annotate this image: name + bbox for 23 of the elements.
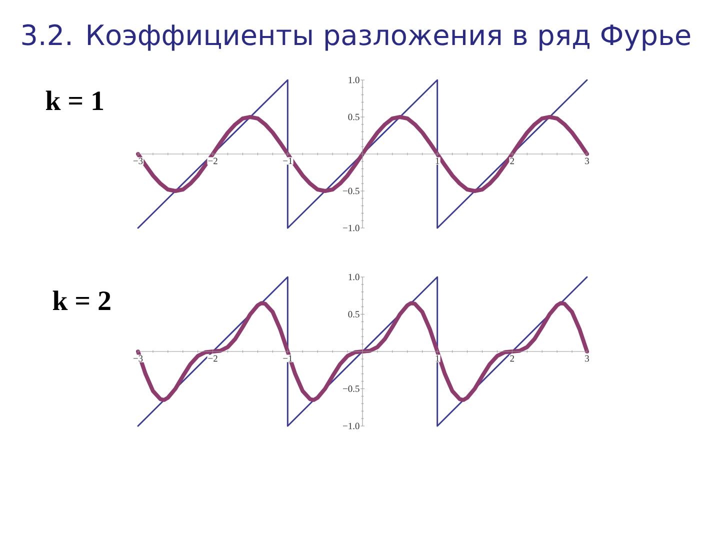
- x-tick-label: −2: [208, 158, 218, 164]
- x-tick-label: −3: [133, 158, 143, 164]
- y-tick-label: −1.0: [343, 422, 360, 430]
- x-tick-label: 1: [436, 158, 440, 164]
- chart-title: 3.2. Коэффициенты разложения в ряд Фурье: [22, 24, 690, 51]
- y-tick-label: 0.5: [348, 114, 360, 120]
- x-tick-label: −2: [208, 355, 218, 362]
- y-tick-label: −1.0: [343, 224, 360, 232]
- x-tick-label: −3: [133, 355, 143, 362]
- x-tick-label: 2: [510, 355, 514, 362]
- chart-subtitle: k = 2: [52, 290, 110, 310]
- x-tick-label: 3: [585, 355, 589, 362]
- x-tick-label: 3: [585, 158, 589, 164]
- y-tick-label: 1.0: [348, 76, 360, 84]
- x-tick-label: 1: [436, 355, 440, 362]
- y-tick-label: −0.5: [343, 188, 360, 194]
- y-tick-label: −0.5: [343, 386, 360, 392]
- chart-subtitle: k = 1: [46, 90, 104, 110]
- x-tick-label: −1: [283, 158, 292, 164]
- x-tick-label: 2: [510, 158, 514, 164]
- x-tick-label: −1: [283, 355, 292, 362]
- y-tick-label: 1.0: [348, 274, 360, 280]
- y-tick-label: 0.5: [348, 311, 360, 318]
